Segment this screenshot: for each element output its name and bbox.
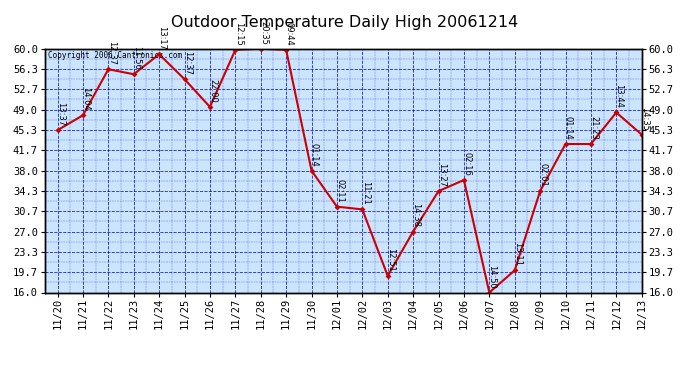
Text: 13:27: 13:27 [437,163,446,187]
Text: 12:37: 12:37 [183,51,192,75]
Text: 21:23: 21:23 [589,116,598,140]
Text: 22:00: 22:00 [208,79,217,103]
Text: 01:14: 01:14 [310,143,319,166]
Text: 14:38: 14:38 [411,203,420,227]
Text: 12:15: 12:15 [234,22,243,46]
Text: 11:56: 11:56 [132,46,141,70]
Text: 13:37: 13:37 [56,102,65,126]
Text: 20:35: 20:35 [259,21,268,45]
Text: Copyright 2006 Cantronics.com: Copyright 2006 Cantronics.com [48,51,182,60]
Text: 01:14: 01:14 [564,116,573,140]
Text: 12:37: 12:37 [107,41,116,65]
Text: 02:01: 02:01 [538,163,547,187]
Text: 11:21: 11:21 [361,182,370,205]
Text: 12:51: 12:51 [386,248,395,272]
Text: 14:35: 14:35 [640,106,649,130]
Text: 02:16: 02:16 [462,152,471,176]
Text: 13:17: 13:17 [157,26,166,50]
Text: 14:04: 14:04 [81,87,90,111]
Text: 13:44: 13:44 [615,84,624,108]
Text: 14:50: 14:50 [488,265,497,288]
Text: 13:11: 13:11 [513,242,522,266]
Text: Outdoor Temperature Daily High 20061214: Outdoor Temperature Daily High 20061214 [171,15,519,30]
Text: 02:11: 02:11 [335,179,344,203]
Text: 09:44: 09:44 [284,22,293,46]
